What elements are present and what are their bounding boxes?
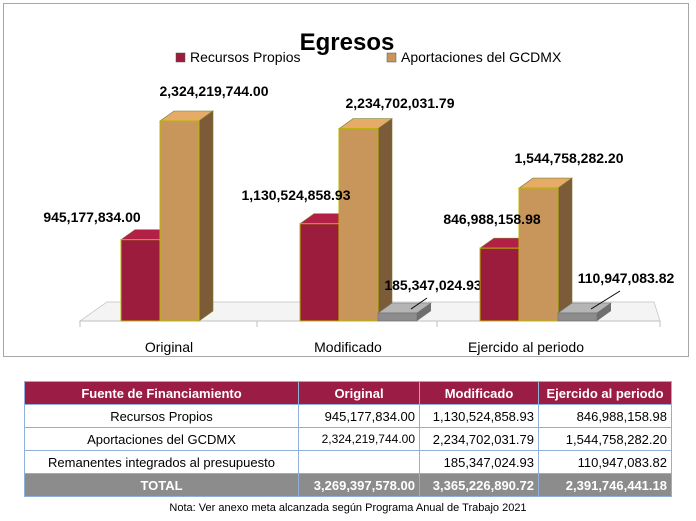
legend-label-recursos: Recursos Propios: [190, 49, 301, 65]
cell-exercised: 110,947,083.82: [538, 450, 672, 474]
cell-modified: 1,130,524,858.93: [419, 404, 539, 428]
table-row: Aportaciones del GCDMX 2,324,219,744.00 …: [24, 427, 672, 451]
header-exercised: Ejercido al periodo: [538, 381, 672, 405]
total-label: TOTAL: [24, 473, 299, 497]
cell-exercised: 846,988,158.98: [538, 404, 672, 428]
row-label: Recursos Propios: [24, 404, 299, 428]
table-header-row: Fuente de Financiamiento Original Modifi…: [24, 381, 672, 405]
x-tick-label: Modificado: [314, 339, 382, 355]
bar-remanentes-side: [417, 303, 431, 321]
data-label-leader: [590, 290, 621, 310]
footnote: Nota: Ver anexo meta alcanzada según Pro…: [169, 502, 527, 514]
legend-swatch: [386, 52, 397, 63]
cell-original: 2,324,219,744.00: [298, 427, 420, 451]
table-row: Recursos Propios 945,177,834.00 1,130,52…: [24, 404, 672, 428]
chart-frame: Egresos Recursos Propios Aportaciones del …: [3, 3, 689, 357]
header-source: Fuente de Financiamiento: [24, 381, 299, 405]
total-exercised: 2,391,746,441.18: [538, 473, 672, 497]
bar-aportaciones-side: [198, 110, 214, 322]
data-label: 846,988,158.98: [443, 211, 541, 227]
chart-title: Egresos: [300, 29, 395, 56]
bar-aportaciones: [518, 187, 559, 322]
bar-recursos-propios: [299, 223, 340, 322]
bar-aportaciones: [159, 120, 200, 322]
bar-recursos-propios: [479, 247, 520, 322]
x-tick-label: Ejercido al periodo: [468, 339, 584, 355]
legend-swatch: [175, 52, 186, 63]
data-label: 110,947,083.82: [578, 270, 675, 286]
data-label: 2,234,702,031.79: [346, 95, 455, 111]
cell-exercised: 1,544,758,282.20: [538, 427, 672, 451]
total-modified: 3,365,226,890.72: [419, 473, 539, 497]
data-label: 2,324,219,744.00: [160, 83, 269, 99]
header-original: Original: [298, 381, 420, 405]
bar-remanentes: [557, 312, 598, 322]
cell-original: 945,177,834.00: [298, 404, 420, 428]
bar-aportaciones: [338, 128, 379, 322]
x-tick-label: Original: [145, 339, 193, 355]
legend-label-aportaciones: Aportaciones del GCDMX: [401, 49, 562, 65]
bar-recursos-propios: [120, 239, 161, 322]
financing-table: Fuente de Financiamiento Original Modifi…: [24, 381, 672, 497]
table-total-row: TOTAL 3,269,397,578.00 3,365,226,890.72 …: [24, 473, 672, 497]
row-label: Remanentes integrados al presupuesto: [24, 450, 299, 474]
row-label: Aportaciones del GCDMX: [24, 427, 299, 451]
cell-modified: 185,347,024.93: [419, 450, 539, 474]
bar-remanentes: [377, 312, 418, 322]
bar-aportaciones-side: [557, 177, 573, 322]
bar-remanentes-side: [597, 303, 611, 321]
data-label: 1,544,758,282.20: [515, 150, 624, 166]
cell-modified: 2,234,702,031.79: [419, 427, 539, 451]
total-original: 3,269,397,578.00: [298, 473, 420, 497]
data-label: 945,177,834.00: [43, 209, 141, 225]
data-label-leader: [410, 297, 428, 310]
table-row: Remanentes integrados al presupuesto 185…: [24, 450, 672, 474]
data-label: 1,130,524,858.93: [242, 187, 351, 203]
data-label: 185,347,024.93: [384, 277, 482, 293]
cell-original: [298, 450, 420, 474]
header-modified: Modificado: [419, 381, 539, 405]
